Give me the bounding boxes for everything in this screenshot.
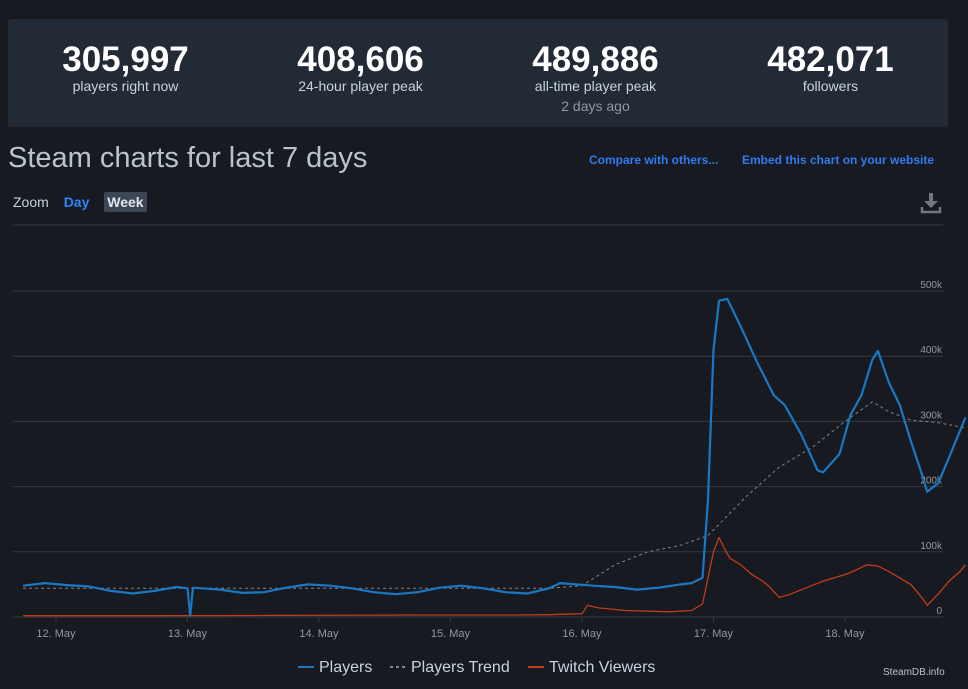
stat-players-now: 305,997 players right now [8,41,243,95]
zoom-controls: Zoom Day Week [13,192,147,212]
x-tick-label: 15. May [431,628,471,640]
series-line-players [22,297,967,617]
x-tick-label: 16. May [562,628,602,640]
stat-followers: 482,071 followers [713,41,948,95]
x-tick-label: 17. May [694,628,734,640]
stat-label: 24-hour player peak [298,78,423,94]
legend-label: Players Trend [411,659,510,676]
stat-value: 305,997 [62,40,189,79]
stat-24h-peak: 408,606 24-hour player peak [243,41,478,95]
y-tick-label: 400k [920,345,943,356]
zoom-day-button[interactable]: Day [63,194,90,210]
x-tick-label: 12. May [36,628,76,640]
legend-swatch [298,665,314,668]
legend-item-players[interactable]: Players [298,659,372,677]
y-tick-label: 500k [920,280,943,291]
stat-all-time-peak: 489,886 all-time player peak 2 days ago [478,41,713,115]
legend-label: Players [319,659,373,676]
chart-heading: Steam charts for last 7 days [8,142,368,174]
x-tick-label: 13. May [168,628,208,640]
y-tick-label: 300k [920,410,943,421]
legend-swatch [528,665,544,668]
zoom-week-button[interactable]: Week [104,192,147,212]
stat-sub: 2 days ago [561,98,630,114]
stats-banner: 305,997 players right now 408,606 24-hou… [8,19,948,127]
stat-label: players right now [72,78,179,94]
y-tick-label: 100k [920,541,943,552]
stat-value: 408,606 [297,40,424,79]
chart-legend: Players Players Trend Twitch Viewers [0,659,968,679]
stat-label: all-time player peak [534,78,657,94]
steamdb-credit[interactable]: SteamDB.info [883,667,945,678]
legend-item-twitch-viewers[interactable]: Twitch Viewers [528,659,655,677]
download-icon[interactable] [919,190,943,216]
x-tick-label: 14. May [299,628,339,640]
steam-players-chart: 0 100k 200k 300k 400k 500k 12. May 13. May 14. M… [13,224,967,640]
compare-link[interactable]: Compare with others... [589,153,719,167]
stat-value: 489,886 [532,40,659,79]
stat-label: followers [802,78,859,94]
y-tick-label: 200k [920,476,943,487]
legend-item-players-trend[interactable]: Players Trend [390,659,510,677]
series-line-twitch-viewers [23,536,967,617]
zoom-label: Zoom [13,194,49,210]
y-tick-label: 0 [936,606,942,617]
legend-label: Twitch Viewers [549,659,656,676]
legend-swatch [390,665,406,668]
stat-value: 482,071 [767,40,894,79]
embed-link[interactable]: Embed this chart on your website [742,153,935,167]
series-line-players-trend [23,401,966,589]
x-tick-label: 18. May [825,628,865,640]
